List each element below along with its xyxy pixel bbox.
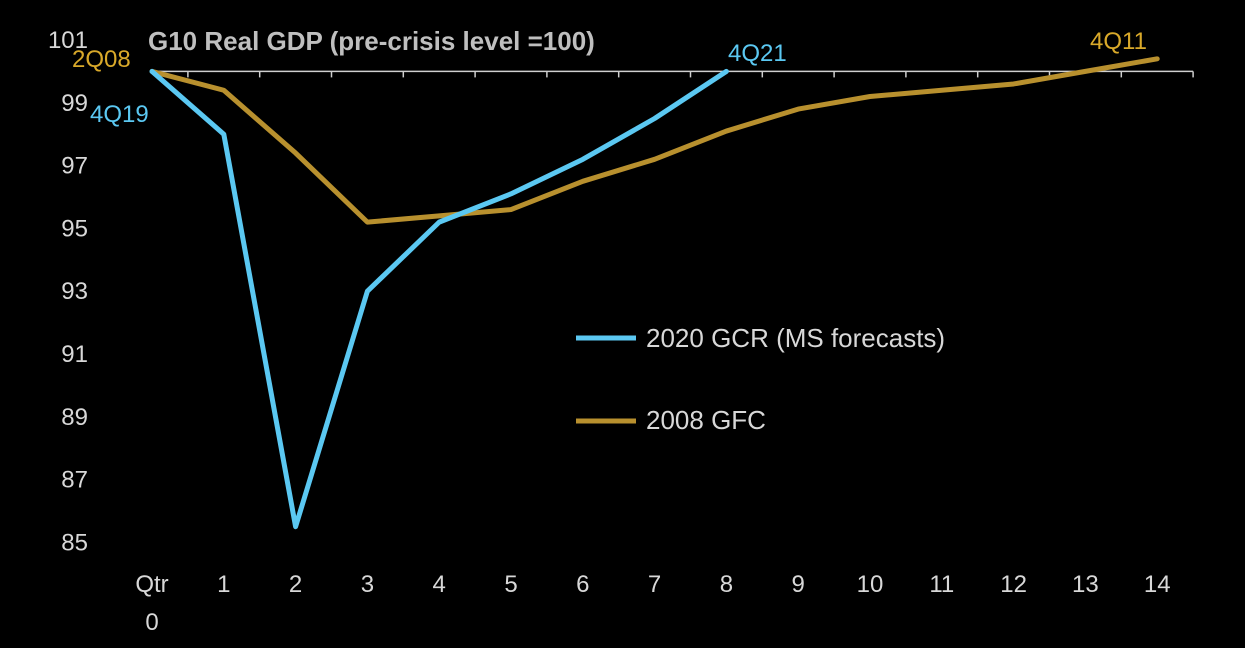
x-tick-label: 2 — [289, 571, 302, 598]
x-tick-label: 13 — [1072, 571, 1099, 598]
y-tick-label: 93 — [61, 278, 88, 305]
y-axis-tick-labels: 85 87 89 91 93 95 97 99 101 — [48, 27, 88, 556]
x-tick-label: 1 — [217, 571, 230, 598]
x-tick-label: 5 — [504, 571, 517, 598]
x-tick-label: 4 — [433, 571, 446, 598]
y-tick-label: 87 — [61, 467, 88, 494]
x-axis-label-qtr: Qtr — [135, 571, 168, 598]
x-tick-label: 0 — [145, 609, 158, 636]
annotation-4q21: 4Q21 — [728, 40, 787, 67]
x-tick-label: 3 — [361, 571, 374, 598]
legend: 2020 GCR (MS forecasts) 2008 GFC — [576, 323, 945, 435]
y-tick-label: 99 — [61, 90, 88, 117]
x-tick-label: 10 — [857, 571, 884, 598]
x-tick-label: 8 — [720, 571, 733, 598]
annotation-4q11: 4Q11 — [1090, 28, 1147, 55]
y-tick-label: 101 — [48, 27, 88, 54]
y-tick-label: 89 — [61, 404, 88, 431]
reference-line-ticks — [187, 71, 1194, 78]
series-lines — [149, 56, 1160, 530]
x-tick-label: 9 — [792, 571, 805, 598]
series-line-2008-gfc — [149, 56, 1160, 225]
series-line-2020-gcr — [149, 68, 729, 530]
y-tick-label: 95 — [61, 215, 88, 242]
annotation-2q08: 2Q08 — [72, 46, 131, 73]
legend-label-2008-gfc: 2008 GFC — [646, 405, 766, 435]
y-tick-label: 97 — [61, 153, 88, 180]
annotation-4q19: 4Q19 — [90, 101, 149, 128]
y-tick-label: 91 — [61, 341, 88, 368]
y-tick-label: 85 — [61, 529, 88, 556]
x-tick-label: 6 — [576, 571, 589, 598]
x-tick-label: 14 — [1144, 571, 1171, 598]
x-tick-label: 7 — [648, 571, 661, 598]
legend-label-2020-gcr: 2020 GCR (MS forecasts) — [646, 323, 945, 353]
x-tick-label: 12 — [1000, 571, 1027, 598]
chart-title: G10 Real GDP (pre-crisis level =100) — [148, 26, 595, 56]
x-tick-label: 11 — [929, 571, 954, 598]
